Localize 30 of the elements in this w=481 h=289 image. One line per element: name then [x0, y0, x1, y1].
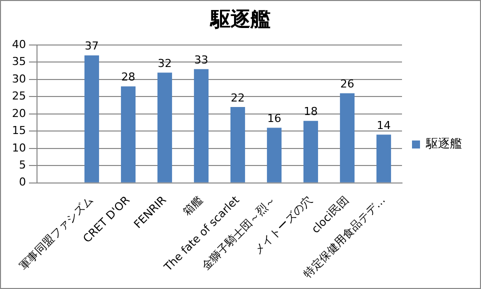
bar [157, 72, 172, 182]
bar [303, 120, 318, 182]
data-label: 16 [267, 112, 282, 126]
y-tick-label: 5 [18, 158, 26, 172]
data-label: 28 [121, 70, 136, 84]
data-label: 32 [158, 56, 172, 70]
bar [230, 107, 246, 182]
y-tick-label: 40 [12, 38, 26, 51]
y-tick-label: 25 [12, 90, 26, 103]
bar [340, 93, 355, 182]
data-label: 37 [84, 40, 99, 53]
bar [194, 69, 209, 182]
bar [120, 86, 136, 182]
y-tick-label: 30 [12, 72, 26, 86]
y-tick-label: 20 [12, 106, 26, 120]
y-tick-label: 10 [12, 141, 26, 154]
data-label: 22 [230, 91, 245, 104]
bar [266, 128, 282, 182]
data-label: 18 [304, 105, 318, 118]
data-label: 26 [340, 78, 354, 91]
y-tick-label: 15 [12, 124, 26, 138]
data-label: 33 [194, 53, 208, 66]
y-tick-label: 35 [12, 55, 26, 68]
bar [376, 134, 392, 182]
y-tick-label: 0 [18, 176, 26, 189]
x-tick-label: 箱艦 [180, 194, 206, 218]
data-label: 14 [376, 118, 391, 132]
bar [84, 55, 100, 182]
chart-title: 駆逐艦 [210, 7, 270, 32]
legend-label: 駆逐艦 [425, 136, 462, 151]
